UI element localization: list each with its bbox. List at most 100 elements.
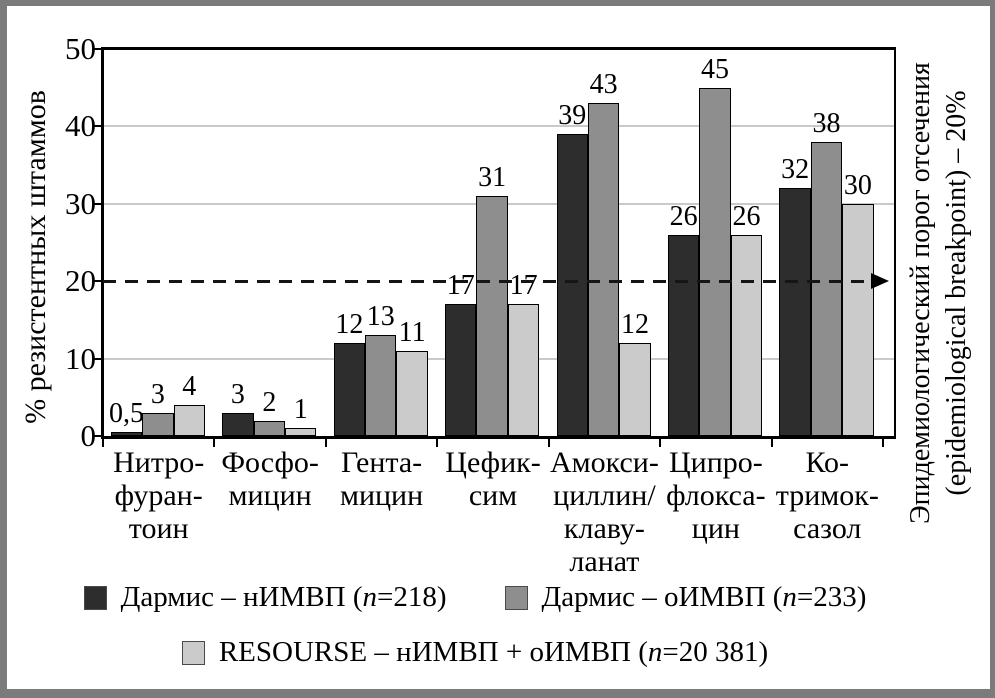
y-tick-mark	[94, 48, 103, 50]
bar-group-1: 0,5 3 4	[103, 49, 214, 436]
y-tick-mark	[94, 435, 103, 437]
bar-value-label: 30	[843, 169, 872, 201]
x-tick-mark	[213, 439, 216, 447]
bar-value-label: 2	[262, 386, 277, 418]
y-tick-label: 40	[65, 108, 96, 144]
bars-region: 0,5 3 4 3 2 1 12 13 11 17 31 17 39 43 12 26 45 26 32 38 30	[103, 49, 883, 436]
x-tick-mark	[436, 439, 439, 447]
category-label: Нитро-фуран-тоин	[113, 446, 205, 545]
bar-group-4: 17 31 17	[437, 49, 548, 436]
legend-swatch-series-2	[504, 585, 528, 610]
bar-series-2	[699, 87, 731, 436]
bar-series-3	[730, 234, 763, 436]
legend-label-series-3: RESOURSE – нИМВП + оИМВП (n=20 381)	[218, 636, 769, 668]
plot-top-border	[101, 47, 896, 50]
y-axis-line	[101, 47, 104, 439]
x-axis-line	[101, 436, 896, 439]
bar-group-5: 39 43 12	[549, 49, 660, 436]
category-label: Гента-мицин	[339, 446, 424, 512]
bar-series-2	[365, 335, 397, 436]
category-label: Ципро-флокса-цин	[666, 446, 766, 545]
legend-item-series-3: RESOURSE – нИМВП + оИМВП (n=20 381)	[181, 636, 769, 669]
y-tick-mark	[94, 280, 103, 283]
threshold-dashed-line	[103, 280, 873, 283]
figure-border-bottom	[0, 689, 995, 698]
legend-item-series-2: Дармис – оИМВП (n=233)	[504, 581, 867, 614]
bar-series-3	[285, 428, 317, 436]
bar-value-label: 12	[335, 309, 364, 341]
threshold-annotation: Эпидемиологический порог отсечения (epid…	[903, 62, 975, 524]
bar-series-2	[587, 103, 620, 436]
bar-group-6: 26 45 26	[660, 49, 771, 436]
bar-group-3: 12 13 11	[326, 49, 437, 436]
category-label: Ко-тримок-сазол	[775, 446, 879, 545]
bar-value-label: 1	[293, 394, 308, 426]
bar-value-label: 3	[150, 378, 165, 410]
bar-value-label: 45	[701, 53, 730, 85]
y-tick-mark	[94, 202, 103, 205]
bar-series-1	[110, 432, 143, 436]
threshold-annotation-line1: Эпидемиологический порог отсечения	[905, 62, 936, 524]
x-tick-mark	[659, 439, 662, 447]
bar-value-label: 11	[398, 316, 426, 348]
category-label: Амокси-циллин/клаву-ланат	[550, 446, 659, 578]
bar-value-label: 17	[509, 270, 538, 302]
threshold-arrowhead-icon	[871, 273, 889, 289]
bar-value-label: 12	[621, 309, 650, 341]
bar-series-2	[810, 141, 843, 436]
legend-label-series-2: Дармис – оИМВП (n=233)	[541, 581, 867, 613]
x-tick-mark	[324, 439, 327, 447]
y-tick-mark	[94, 357, 103, 360]
bar-group-7: 32 38 30	[772, 49, 883, 436]
threshold-annotation-line2: (epidemiological breakpoint) – 20%	[941, 90, 972, 496]
legend-row-2: RESOURSE – нИМВП + оИМВП (n=20 381)	[0, 636, 950, 669]
figure-border-top	[0, 0, 995, 6]
bar-series-2	[476, 196, 508, 436]
bar-series-3	[619, 343, 651, 436]
legend-swatch-series-1	[83, 585, 107, 610]
gridline-40	[103, 125, 895, 128]
y-tick-label: 0	[80, 418, 97, 453]
bar-series-3	[173, 405, 205, 436]
bar-series-1	[556, 134, 588, 436]
x-tick-mark	[547, 439, 550, 447]
bar-value-label: 43	[589, 69, 618, 101]
bar-series-1	[779, 188, 811, 436]
bar-series-3	[396, 350, 428, 436]
bar-value-label: 3	[230, 378, 245, 410]
bar-value-label: 31	[478, 162, 507, 194]
bar-series-1	[667, 234, 700, 436]
bar-series-3	[842, 203, 874, 436]
bar-series-1	[222, 412, 254, 436]
y-tick-label: 50	[65, 31, 96, 66]
bar-value-label: 4	[182, 371, 197, 403]
legend-label-series-1: Дармис – нИМВП (n=218)	[120, 581, 447, 613]
y-tick-label: 30	[65, 185, 96, 221]
bar-value-label: 39	[558, 100, 587, 132]
y-tick-label: 20	[65, 263, 96, 299]
legend-row-1: Дармис – нИМВП (n=218) Дармис – оИМВП (n=…	[0, 581, 950, 614]
bar-value-label: 38	[812, 107, 841, 139]
plot-area: 0,5 3 4 3 2 1 12 13 11 17 31 17 39 43 12 26 45 26 32 38 30	[103, 49, 895, 436]
bar-value-label: 26	[669, 200, 698, 232]
plot-right-border	[894, 47, 896, 439]
bar-series-1	[333, 343, 366, 436]
bar-series-2	[253, 420, 285, 436]
y-axis-title: % резистентных штаммов	[19, 90, 52, 424]
x-tick-mark	[882, 439, 884, 447]
y-tick-mark	[94, 125, 103, 128]
bar-value-label: 13	[366, 301, 395, 333]
x-tick-mark	[102, 439, 104, 447]
legend-item-series-1: Дармис – нИМВП (n=218)	[83, 581, 447, 614]
category-label: Фосфо-мицин	[221, 446, 319, 512]
bar-value-label: 17	[446, 270, 475, 302]
y-tick-label: 10	[65, 340, 96, 376]
bar-value-label: 32	[781, 154, 810, 186]
bar-value-label: 26	[732, 200, 761, 232]
category-label: Цефик-сим	[445, 446, 541, 512]
bar-value-label: 0,5	[109, 398, 144, 430]
legend-swatch-series-3	[181, 640, 205, 665]
bar-series-3	[507, 304, 540, 436]
